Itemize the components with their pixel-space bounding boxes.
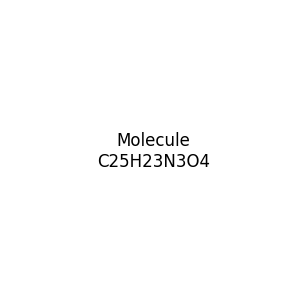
Text: Molecule
C25H23N3O4: Molecule C25H23N3O4 (97, 132, 210, 171)
